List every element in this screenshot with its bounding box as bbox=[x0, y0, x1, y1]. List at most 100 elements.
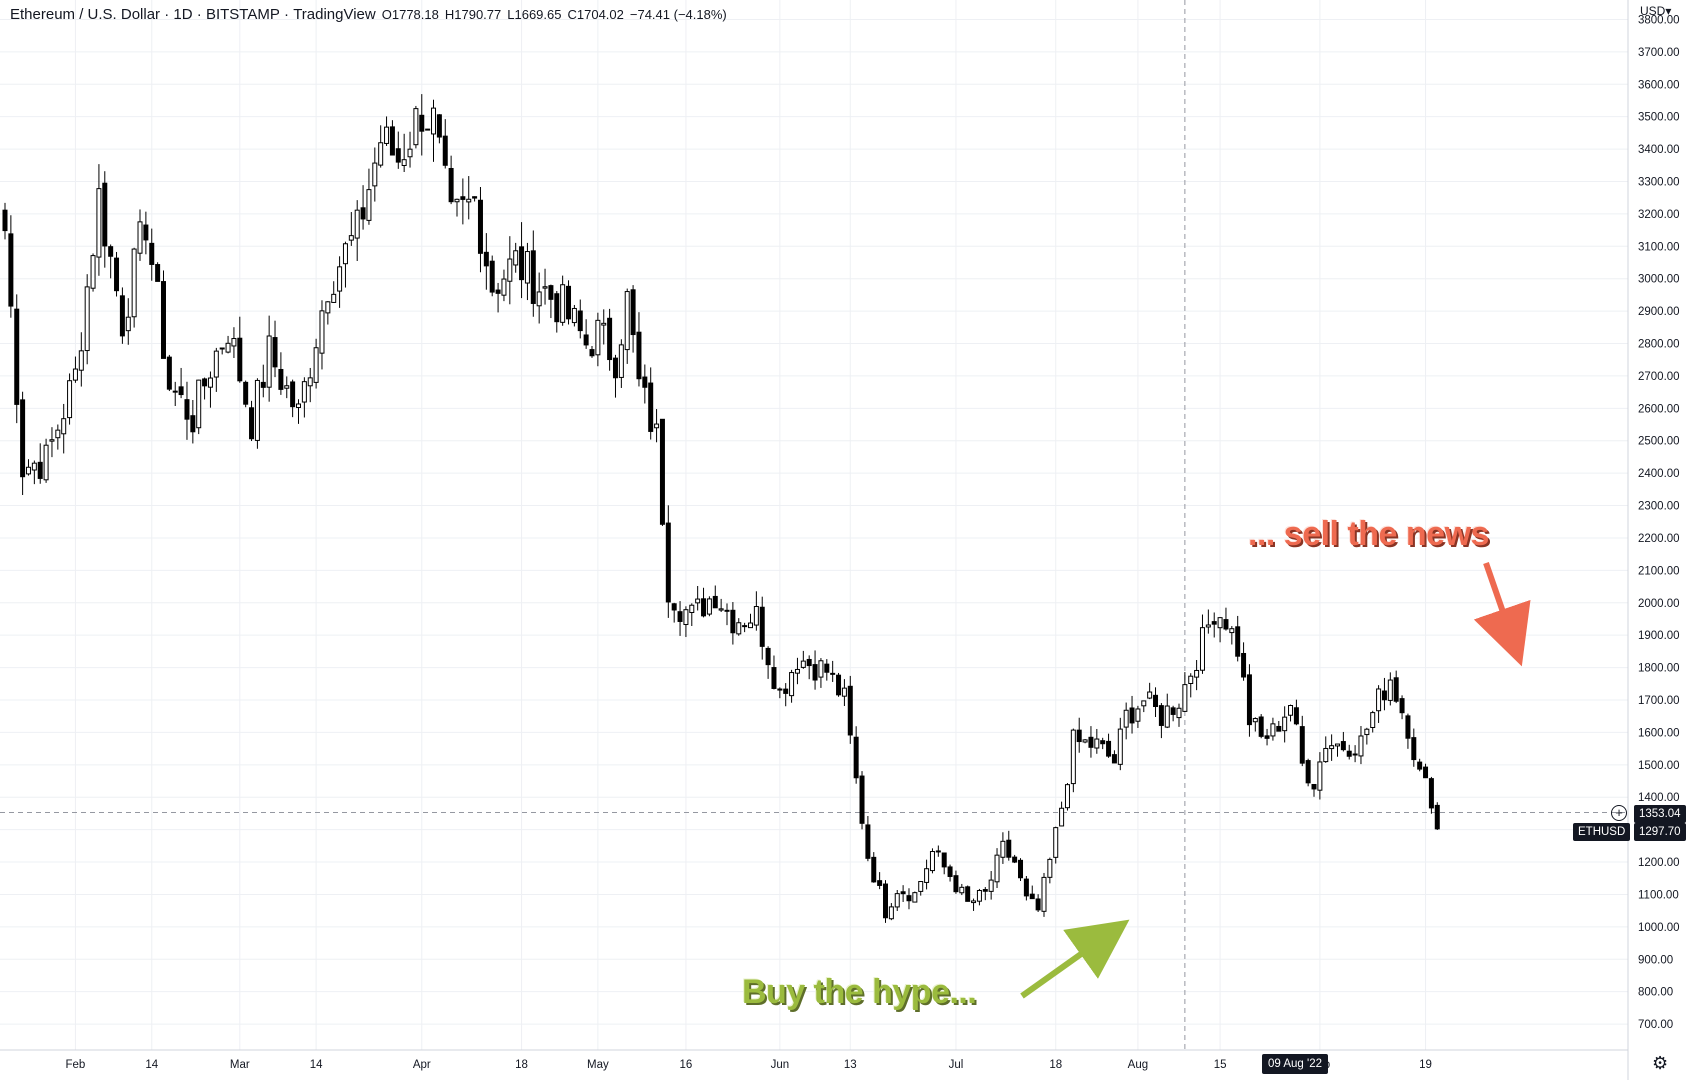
candle-body bbox=[759, 606, 765, 647]
candle-body bbox=[536, 291, 542, 307]
candle-body bbox=[1029, 893, 1035, 900]
price-tick-label: 2500.00 bbox=[1638, 436, 1680, 448]
candle-body bbox=[272, 337, 278, 368]
candle-body bbox=[1393, 677, 1399, 702]
candle-body bbox=[1199, 627, 1205, 671]
candle-body bbox=[237, 337, 243, 382]
candle-body bbox=[612, 357, 618, 379]
candle-body bbox=[43, 444, 49, 481]
price-tick-label: 2800.00 bbox=[1638, 339, 1680, 351]
candle-body bbox=[853, 736, 859, 779]
gear-icon[interactable]: ⚙ bbox=[1652, 1053, 1669, 1073]
price-tick-label: 1900.00 bbox=[1638, 630, 1680, 642]
candle-body bbox=[1135, 708, 1141, 722]
candle-body bbox=[149, 242, 155, 265]
candle-body bbox=[219, 347, 225, 350]
candle-body bbox=[78, 350, 84, 371]
candle-body bbox=[736, 622, 742, 635]
candle-body bbox=[125, 316, 131, 332]
candle-body bbox=[1100, 740, 1106, 745]
candle-body bbox=[695, 598, 701, 604]
candle-body bbox=[712, 595, 718, 609]
date-tick-label: Jun bbox=[771, 1059, 790, 1071]
candle-body bbox=[677, 611, 683, 622]
candle-body bbox=[401, 159, 407, 167]
candle-body bbox=[818, 660, 824, 678]
candle-body bbox=[14, 308, 20, 405]
date-tick-label: Apr bbox=[413, 1059, 431, 1071]
candle-body bbox=[1023, 878, 1029, 897]
low-value: 1669.65 bbox=[514, 7, 562, 22]
candle-body bbox=[753, 606, 759, 626]
currency-selector[interactable]: USD▾ bbox=[1640, 4, 1672, 18]
candle-body bbox=[331, 293, 337, 303]
candle-body bbox=[325, 301, 331, 314]
candle-body bbox=[296, 403, 301, 408]
candle-body bbox=[847, 685, 853, 736]
candle-body bbox=[407, 148, 413, 158]
price-tick-label: 2900.00 bbox=[1638, 306, 1680, 318]
candle-body bbox=[1376, 688, 1382, 712]
price-tick-label: 900.00 bbox=[1638, 954, 1673, 966]
date-tick-label: Mar bbox=[230, 1059, 250, 1071]
candle-body bbox=[724, 609, 730, 612]
candle-body bbox=[1070, 729, 1076, 785]
candle-body bbox=[742, 625, 748, 628]
candle-body bbox=[859, 775, 865, 824]
candle-body bbox=[812, 664, 818, 681]
candle-body bbox=[1182, 684, 1188, 712]
candle-body bbox=[1311, 783, 1317, 790]
date-tick-label: 14 bbox=[310, 1059, 323, 1071]
candle-body bbox=[542, 286, 548, 289]
interval-label[interactable]: 1D bbox=[173, 6, 193, 23]
candle-body bbox=[1211, 621, 1217, 625]
candle-body bbox=[1423, 766, 1429, 779]
candle-body bbox=[254, 379, 260, 441]
candle-body bbox=[965, 886, 971, 902]
candle-body bbox=[278, 368, 284, 390]
candle-body bbox=[366, 189, 372, 221]
candle-body bbox=[918, 881, 924, 892]
candle-body bbox=[718, 608, 724, 611]
change-value: −74.41 (−4.18%) bbox=[629, 7, 727, 22]
candle-body bbox=[1158, 705, 1164, 726]
candle-body bbox=[618, 344, 624, 378]
candle-body bbox=[196, 379, 202, 429]
candle-body bbox=[1041, 876, 1047, 912]
price-tick-label: 1200.00 bbox=[1638, 857, 1680, 869]
candle-body bbox=[524, 251, 530, 284]
candle-body bbox=[971, 900, 977, 904]
symbol-title[interactable]: Ethereum / U.S. Dollar bbox=[10, 6, 161, 23]
candle-body bbox=[84, 286, 90, 352]
candle-body bbox=[671, 603, 677, 611]
sell-arrow bbox=[1473, 562, 1531, 667]
price-tick-label: 2300.00 bbox=[1638, 501, 1680, 513]
date-tick-label: 18 bbox=[1049, 1059, 1062, 1071]
candle-body bbox=[513, 250, 519, 266]
candle-body bbox=[72, 368, 78, 381]
candle-body bbox=[1293, 707, 1299, 725]
candle-body bbox=[912, 892, 918, 903]
price-tick-label: 3800.00 bbox=[1638, 14, 1680, 26]
candle-body bbox=[119, 295, 125, 337]
candle-body bbox=[384, 126, 390, 144]
crosshair-date-tag: 09 Aug '22 bbox=[1262, 1054, 1328, 1074]
candle-body bbox=[1106, 740, 1112, 757]
candle-body bbox=[648, 382, 654, 432]
exchange-label: BITSTAMP bbox=[205, 6, 280, 23]
candle-body bbox=[636, 331, 642, 380]
candle-body bbox=[806, 658, 812, 667]
candle-body bbox=[143, 224, 149, 241]
candle-body bbox=[1035, 898, 1041, 911]
candle-body bbox=[794, 668, 800, 674]
candle-body bbox=[1082, 739, 1088, 743]
plus-circle-icon[interactable]: + bbox=[1611, 805, 1627, 821]
candle-body bbox=[894, 893, 900, 908]
sell-annotation: ... sell the news bbox=[1248, 515, 1489, 553]
candle-body bbox=[96, 188, 102, 258]
candle-body bbox=[1141, 700, 1147, 707]
price-tick-label: 3000.00 bbox=[1638, 274, 1680, 286]
candle-body bbox=[67, 380, 73, 419]
